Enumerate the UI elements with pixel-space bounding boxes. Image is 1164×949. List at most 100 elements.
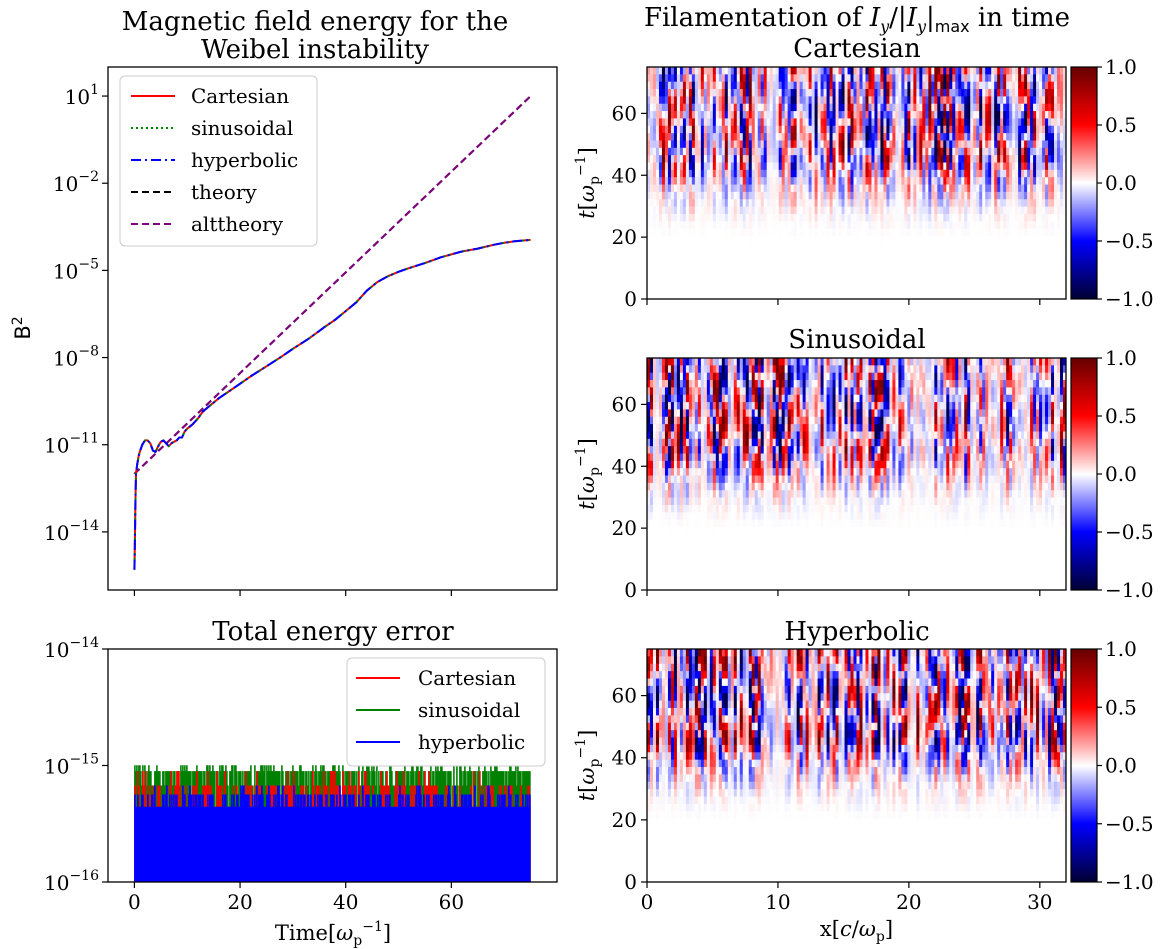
heatmap-cell <box>946 103 950 112</box>
heatmap-cell <box>955 372 959 381</box>
heatmap-cell <box>865 103 869 112</box>
heatmap-cell <box>649 89 654 97</box>
heatmap-cell <box>661 431 666 440</box>
heatmap-cell <box>1027 96 1031 105</box>
heatmap-cell <box>652 125 657 134</box>
heatmap-cell <box>778 365 783 374</box>
heatmap-cell <box>826 118 830 127</box>
heatmap-cell <box>667 147 672 156</box>
heatmap-cell <box>1009 81 1013 90</box>
heatmap-cell <box>772 213 777 222</box>
heatmap-cell <box>1048 199 1052 207</box>
heatmap-cell <box>751 416 756 425</box>
heatmap-cell <box>955 394 959 403</box>
heatmap-cell <box>961 155 965 163</box>
heatmap-cell <box>898 103 902 112</box>
heatmap-cell <box>647 169 651 178</box>
heatmap-cell <box>973 409 977 418</box>
heatmap-cell <box>910 358 914 366</box>
heatmap-cell <box>952 387 956 396</box>
heatmap-cell <box>658 147 663 156</box>
heatmap-cell <box>835 416 839 425</box>
heatmap-cell <box>859 394 863 403</box>
heatmap-cell <box>691 118 696 127</box>
heatmap-cell <box>892 424 896 432</box>
heatmap-cell <box>991 409 995 418</box>
heatmap-cell <box>1042 184 1046 193</box>
heatmap-cell <box>934 81 938 90</box>
heatmap-cell <box>979 228 983 237</box>
heatmap-cell <box>658 111 663 119</box>
heatmap-cell <box>1048 118 1052 127</box>
heatmap-cell <box>865 380 869 388</box>
heatmap-cell <box>688 177 693 185</box>
heatmap-cell <box>799 416 804 425</box>
heatmap-cell <box>946 206 950 215</box>
heatmap-cell <box>820 387 824 396</box>
heatmap-cell <box>712 409 717 418</box>
heatmap-cell <box>778 431 783 440</box>
heatmap-cell <box>853 118 857 127</box>
heatmap-cell <box>967 155 971 163</box>
heatmap-cell <box>769 118 774 127</box>
heatmap-cell <box>970 81 974 90</box>
heatmap-cell <box>835 431 839 440</box>
heatmap-cell <box>982 206 986 215</box>
heatmap-cell <box>1051 89 1055 97</box>
heatmap-cell <box>832 74 836 83</box>
heatmap-cell <box>751 402 756 410</box>
heatmap-cell <box>838 147 842 156</box>
heatmap-cell <box>970 147 974 156</box>
heatmap-cell <box>685 162 690 171</box>
heatmap-cell <box>871 228 875 237</box>
heatmap-cell <box>946 118 950 127</box>
heatmap-cell <box>973 155 977 163</box>
heatmap-cell <box>967 81 971 90</box>
heatmap-cell <box>670 431 675 440</box>
heatmap-cell <box>694 424 699 432</box>
heatmap-cell <box>766 409 771 418</box>
heatmap-cell <box>853 177 857 185</box>
heatmap-cell <box>736 380 741 388</box>
heatmap-cell <box>805 206 810 215</box>
heatmap-cell <box>856 402 860 410</box>
heatmap-cell <box>1033 221 1037 230</box>
heatmap-cell <box>688 147 693 156</box>
heatmap-cell <box>694 409 699 418</box>
heatmap-cell <box>877 133 881 141</box>
heatmap-cell <box>910 147 914 156</box>
heatmap-cell <box>721 162 726 171</box>
heatmap-cell <box>940 133 944 141</box>
heatmap-cell <box>661 103 666 112</box>
heatmap-cell <box>1057 402 1061 410</box>
heatmap-cell <box>949 74 953 83</box>
magnetic-line-alttheory <box>133 95 532 475</box>
heatmap-cell <box>952 140 956 149</box>
heatmap-cell <box>727 402 732 410</box>
heatmap-cell <box>904 365 908 374</box>
heatmap-cell <box>928 409 932 418</box>
heatmap-cell <box>835 365 839 374</box>
heatmap-cell <box>754 140 759 149</box>
heatmap-cell <box>697 365 702 374</box>
heatmap-cell <box>943 365 947 374</box>
heatmap-cell <box>961 67 965 75</box>
heatmap-cell <box>769 358 774 366</box>
heatmap-cell <box>967 416 971 425</box>
heatmap-cell <box>754 424 759 432</box>
heatmap-cell <box>784 74 789 83</box>
heatmap-cell <box>1021 394 1025 403</box>
heatmap-cell <box>655 155 660 163</box>
heatmap-cell <box>862 394 866 403</box>
heatmap-cell <box>934 118 938 127</box>
heatmap-cell <box>850 409 854 418</box>
heatmap-cell <box>808 409 812 418</box>
heatmap-cell <box>820 228 824 237</box>
heatmap-cell <box>670 372 675 381</box>
heatmap-cell <box>1057 103 1061 112</box>
heatmap-cell <box>679 89 684 97</box>
heatmap-cell <box>970 380 974 388</box>
heatmap-cell <box>871 111 875 119</box>
heatmap-cell <box>814 394 818 403</box>
